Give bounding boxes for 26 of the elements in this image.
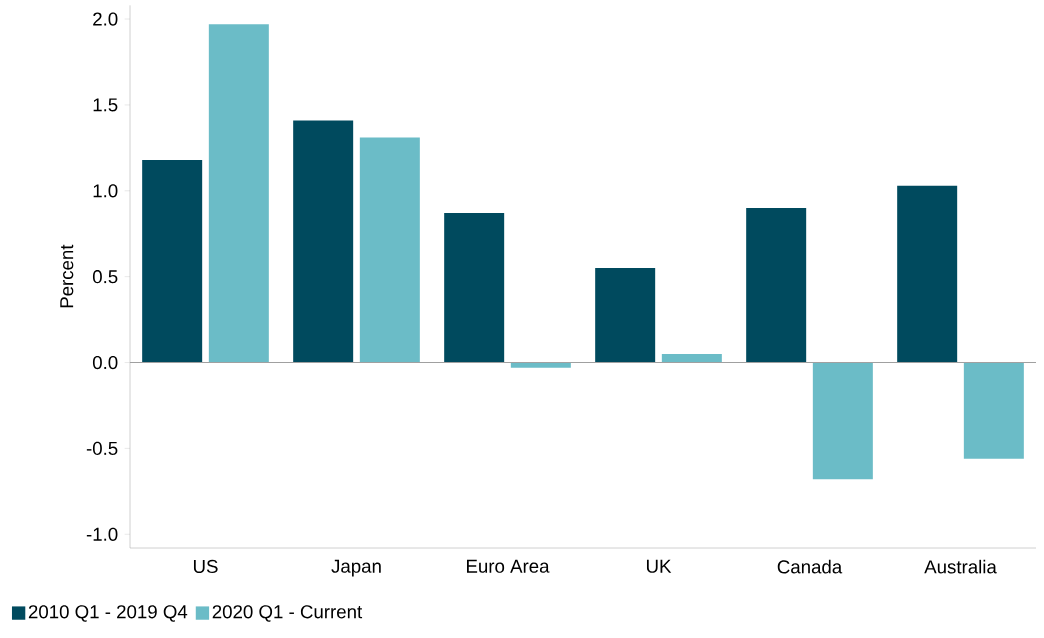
bar bbox=[897, 185, 958, 363]
y-axis-title: Percent bbox=[60, 244, 74, 308]
bar bbox=[142, 159, 203, 363]
y-tick-label: 0.5 bbox=[92, 270, 118, 284]
bar bbox=[595, 268, 656, 363]
x-tick-label: Japan bbox=[331, 559, 381, 577]
y-tick-label: 2.0 bbox=[93, 12, 118, 26]
y-tick-label: 1.5 bbox=[93, 98, 118, 112]
y-tick-label: 1.0 bbox=[93, 184, 118, 198]
bar bbox=[812, 362, 873, 480]
y-tick-label: -0.5 bbox=[86, 441, 118, 456]
bar bbox=[293, 120, 354, 363]
x-tick-label: Canada bbox=[777, 559, 843, 574]
bar bbox=[359, 137, 420, 363]
legend-label: 2020 Q1 - Current bbox=[212, 605, 363, 622]
legend-label: 2010 Q1 - 2019 Q4 bbox=[28, 605, 188, 622]
bar bbox=[444, 213, 505, 363]
x-tick-label: US bbox=[193, 559, 218, 574]
y-tick-label: 0.0 bbox=[92, 355, 118, 370]
x-tick-label: UK bbox=[646, 559, 672, 573]
bar bbox=[208, 24, 269, 363]
bar bbox=[963, 362, 1024, 459]
y-tick-label: -1.0 bbox=[86, 527, 118, 541]
x-tick-label: Australia bbox=[924, 559, 997, 574]
x-tick-label: Euro Area bbox=[467, 559, 550, 573]
bar bbox=[746, 207, 807, 363]
